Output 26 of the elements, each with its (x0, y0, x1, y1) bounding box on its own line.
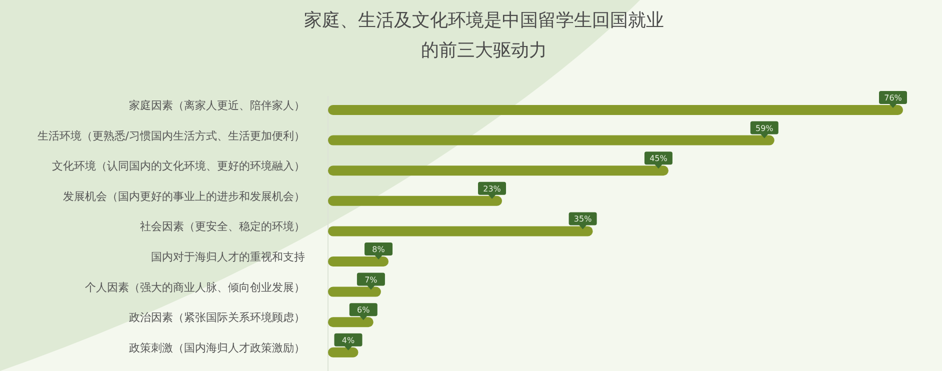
data-label: 23% (483, 184, 502, 194)
data-label: 4% (342, 336, 355, 345)
data-label: 6% (357, 306, 370, 315)
chart-title: 家庭、生活及文化环境是中国留学生回国就业的前三大驱动力 (303, 9, 665, 63)
bar (328, 286, 381, 297)
y-tick-label: 个人因素（强大的商业人脉、倾向创业发展） (85, 280, 305, 294)
y-tick-label: 家庭因素（离家人更近、陪伴家人） (129, 99, 305, 112)
bar (328, 135, 774, 146)
data-label: 59% (755, 124, 774, 133)
y-tick-label: 文化环境（认同国内的文化环境、更好的环境融入） (52, 160, 305, 173)
data-label: 76% (884, 94, 902, 102)
y-tick-label: 国内对于海归人才的重视和支持 (151, 250, 305, 264)
data-label: 35% (574, 214, 592, 224)
data-label: 8% (372, 245, 386, 254)
y-tick-label: 政治因素（紧张国际关系环境顾虑） (129, 311, 305, 324)
bar (328, 256, 389, 266)
y-tick-label: 生活环境（更熟悉/习惯国内生活方式、生活更加便利） (37, 129, 305, 142)
data-label: 45% (650, 154, 668, 164)
bar (328, 166, 668, 176)
y-tick-label: 发展机会（国内更好的事业上的进步和发展机会） (63, 190, 305, 203)
y-tick-label: 社会因素（更安全、稳定的环境） (140, 220, 305, 234)
bar (328, 196, 502, 206)
data-label: 7% (364, 275, 378, 284)
bar (328, 105, 903, 115)
bar (328, 226, 593, 236)
y-tick-label: 政策刺激（国内海归人才政策激励） (129, 341, 305, 354)
